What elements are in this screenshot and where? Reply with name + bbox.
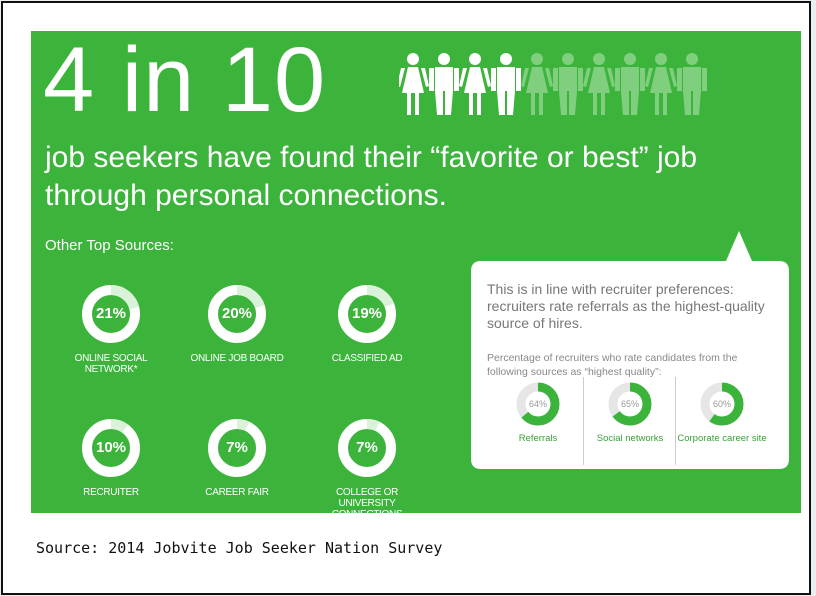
source-label: CAREER FAIR xyxy=(205,487,269,498)
source-item: 7% COLLEGE OR UNIVERSITY CONNECTIONS xyxy=(307,417,427,513)
source-label: ONLINE JOB BOARD xyxy=(190,353,284,364)
source-label: RECRUITER xyxy=(83,487,139,498)
source-item: 20% ONLINE JOB BOARD xyxy=(177,283,297,364)
recruiter-source-value: 65% xyxy=(620,399,639,409)
donut-arc xyxy=(700,382,744,426)
recruiter-subtext: Percentage of recruiters who rate candid… xyxy=(487,352,738,378)
other-sources-title: Other Top Sources: xyxy=(45,237,174,254)
donut-arc xyxy=(208,285,266,343)
recruiter-source-label: Referrals xyxy=(518,433,558,444)
donut-chart xyxy=(208,285,266,343)
person-icon xyxy=(615,53,645,115)
source-value: 10% xyxy=(95,439,127,456)
donut-chart xyxy=(82,419,140,477)
recruiter-source-item: 64% Referrals xyxy=(493,381,583,444)
person-icon xyxy=(429,53,459,115)
source-label: ONLINE SOCIAL NETWORK* xyxy=(74,353,148,375)
recruiter-source-item: 65% Social networks xyxy=(585,381,675,444)
donut-arc xyxy=(516,382,560,426)
source-item: 10% RECRUITER xyxy=(51,417,171,498)
other-sources: 21% ONLINE SOCIAL NETWORK* 20% ONLINE JOB B… xyxy=(31,271,491,513)
donut-chart xyxy=(338,419,396,477)
donut-arc xyxy=(208,419,266,477)
donut-arc xyxy=(608,382,652,426)
donut-arc xyxy=(338,285,396,343)
person-icon xyxy=(553,53,583,115)
people-icons xyxy=(399,53,707,115)
donut-chart xyxy=(608,382,652,426)
source-label: COLLEGE OR UNIVERSITY CONNECTIONS xyxy=(332,487,403,513)
person-icon xyxy=(491,53,521,115)
divider xyxy=(675,377,676,465)
headline-sentence: job seekers have found their “favorite o… xyxy=(45,141,698,212)
recruiter-note: This is in line with recruiter preferenc… xyxy=(487,281,765,331)
recruiter-source-item: 60% Corporate career site xyxy=(677,381,767,444)
donut-chart xyxy=(208,419,266,477)
person-icon xyxy=(583,53,615,115)
person-icon xyxy=(645,53,677,115)
source-value: 7% xyxy=(226,439,248,456)
source-value: 21% xyxy=(95,305,127,322)
recruiter-source-label: Corporate career site xyxy=(677,433,767,444)
headline-stat: 4 in 10 xyxy=(43,31,327,131)
donut-chart xyxy=(516,382,560,426)
donut-arc xyxy=(338,419,396,477)
person-icon xyxy=(459,53,491,115)
source-value: 20% xyxy=(221,305,253,322)
recruiter-source-value: 64% xyxy=(528,399,547,409)
source-caption: Source: 2014 Jobvite Job Seeker Nation S… xyxy=(36,539,443,557)
person-icon xyxy=(399,53,429,115)
recruiter-source-label: Social networks xyxy=(596,433,664,444)
source-value: 7% xyxy=(356,439,378,456)
source-label: CLASSIFIED AD xyxy=(331,353,403,364)
donut-arc xyxy=(82,419,140,477)
source-item: 7% CAREER FAIR xyxy=(177,417,297,498)
source-item: 19% CLASSIFIED AD xyxy=(307,283,427,364)
source-value: 19% xyxy=(351,305,383,322)
donut-chart xyxy=(338,285,396,343)
headline-text: job seekers have found their “favorite o… xyxy=(45,139,785,215)
recruiter-source-value: 60% xyxy=(712,399,731,409)
person-icon xyxy=(677,53,707,115)
donut-arc xyxy=(82,285,140,343)
recruiter-callout: This is in line with recruiter preferenc… xyxy=(471,231,789,469)
source-item: 21% ONLINE SOCIAL NETWORK* xyxy=(51,283,171,375)
divider xyxy=(583,377,584,465)
donut-chart xyxy=(82,285,140,343)
donut-chart xyxy=(700,382,744,426)
person-icon xyxy=(521,53,553,115)
infographic: 4 in 10 job seekers have found their “fa… xyxy=(31,31,801,513)
